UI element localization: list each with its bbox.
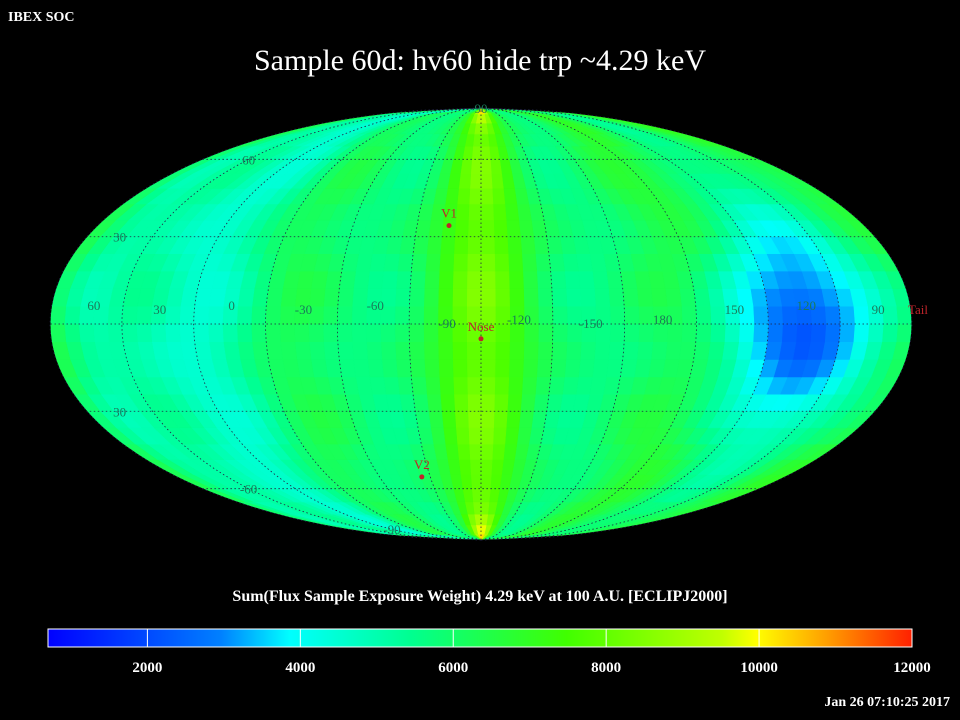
lat-label: -60: [240, 482, 257, 497]
colorbar-tick-label: 4000: [285, 660, 316, 676]
lat-label: 90: [475, 101, 488, 116]
marker-label: Tail: [908, 302, 928, 317]
grid-labels: 90 60 30 30 -60 -90 60 30 0 -30 -60 -90 -120 -150 180 1…: [87, 101, 884, 537]
lon-label: 60: [87, 298, 100, 313]
lon-label: -90: [438, 316, 455, 331]
colorbar-title: Sum(Flux Sample Exposure Weight) 4.29 ke…: [232, 588, 728, 605]
source-label: IBEX SOC: [8, 10, 75, 25]
colorbar: [47, 628, 913, 648]
lat-label: 60: [242, 152, 255, 167]
flux-map-pixels: [50, 108, 912, 540]
lon-label: -150: [579, 316, 603, 331]
colorbar-tick-label: 12000: [893, 660, 931, 676]
timestamp: Jan 26 07:10:25 2017: [824, 695, 950, 710]
graticule: [49, 107, 913, 541]
lat-label: 30: [113, 404, 126, 419]
lat-label: -90: [383, 522, 400, 537]
lon-label: 30: [153, 302, 166, 317]
markers: V1 Nose V2 Tail: [414, 206, 928, 480]
marker-label: V1: [441, 206, 457, 221]
marker-label: Nose: [468, 319, 495, 334]
marker-dot: [478, 336, 484, 342]
lon-label: 120: [797, 298, 817, 313]
lon-label: -120: [507, 312, 531, 327]
lon-label: 90: [872, 302, 885, 317]
lat-label: 30: [113, 230, 126, 245]
lon-label: 180: [653, 312, 673, 327]
lon-label: 0: [228, 298, 235, 313]
colorbar-tick-label: 10000: [740, 660, 778, 676]
colorbar-ticks: [146, 629, 913, 647]
colorbar-tick-label: 2000: [132, 660, 163, 676]
marker-dot: [446, 223, 452, 229]
marker-dot: [419, 474, 425, 480]
marker-label: V2: [414, 457, 430, 472]
colorbar-tick-label: 8000: [591, 660, 622, 676]
colorbar-tick-label: 6000: [438, 660, 469, 676]
lon-label: -30: [295, 302, 312, 317]
lon-label: 150: [725, 302, 745, 317]
lon-label: -60: [367, 298, 384, 313]
map-title: Sample 60d: hv60 hide trp ~4.29 keV: [253, 44, 706, 77]
